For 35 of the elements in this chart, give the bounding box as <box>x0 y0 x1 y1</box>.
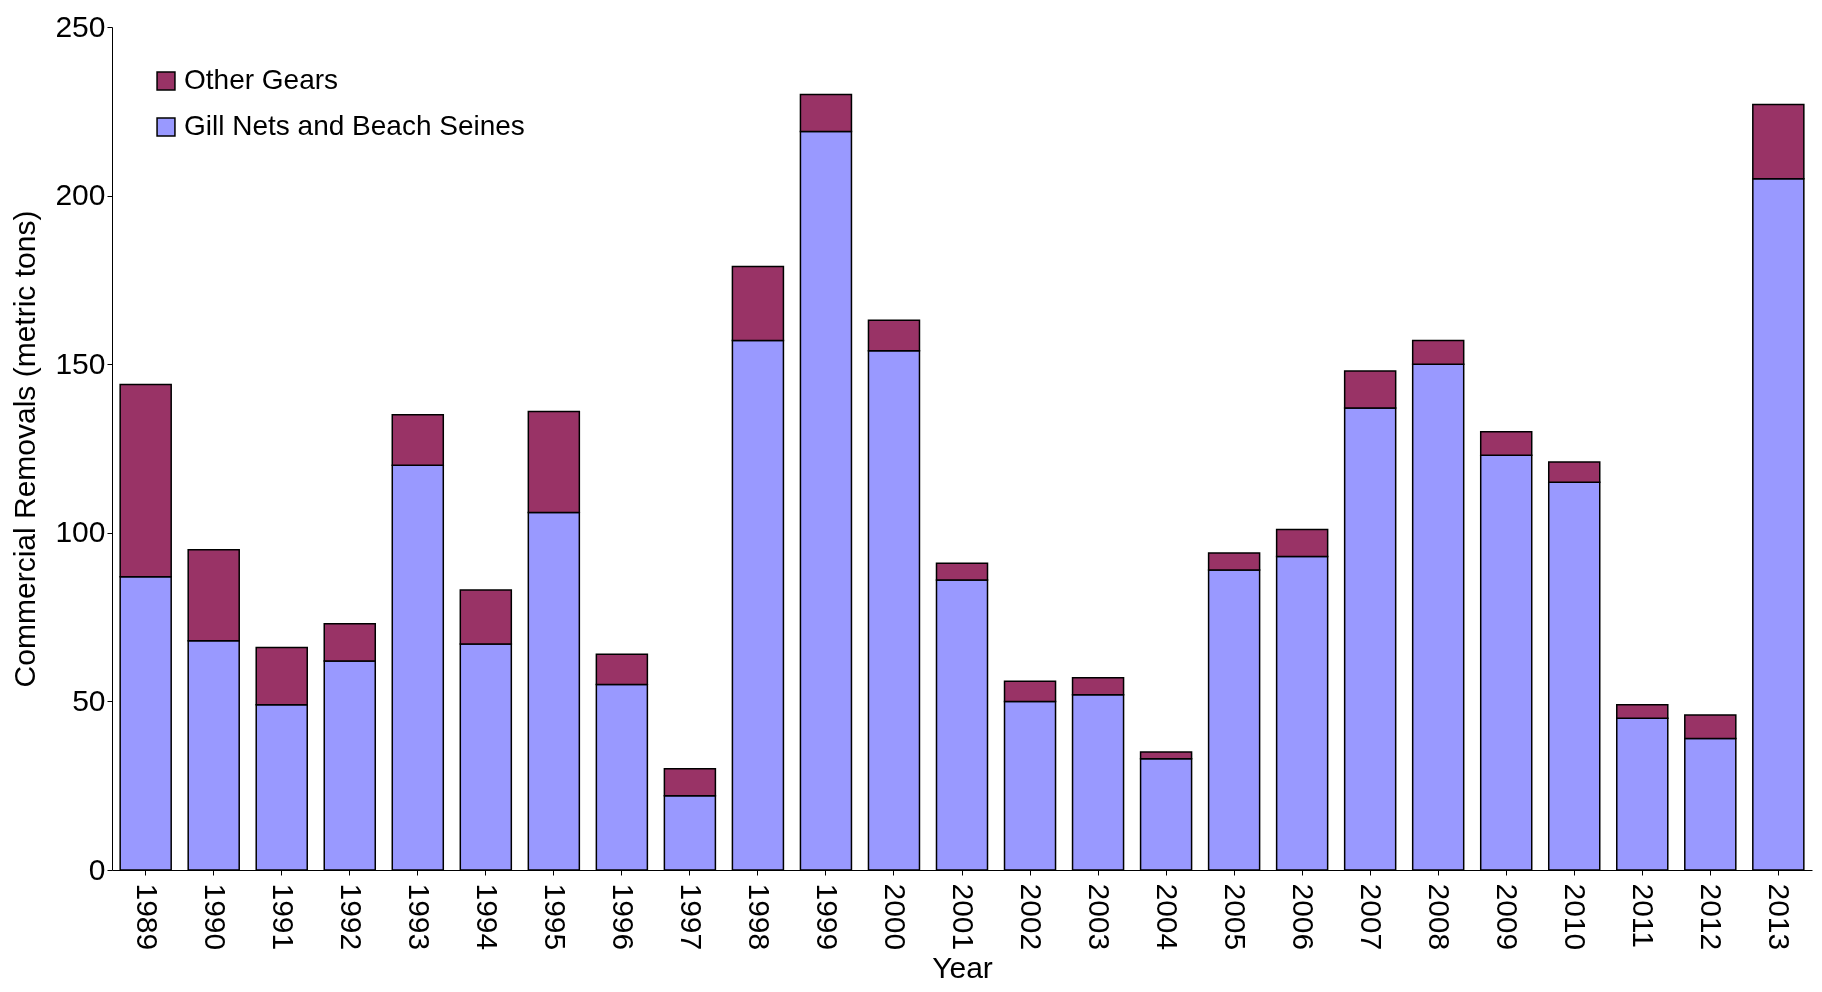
y-tick-label: 0 <box>88 852 106 886</box>
x-tick-label: 2009 <box>1491 883 1525 951</box>
x-tick-label: 1998 <box>742 883 776 951</box>
x-axis-title: Year <box>932 951 993 985</box>
y-tick-label: 200 <box>55 178 106 212</box>
x-tick-label: 2007 <box>1355 883 1389 951</box>
x-tick-label: 1991 <box>266 883 300 951</box>
x-tick-label: 1999 <box>810 883 844 951</box>
y-tick-label: 150 <box>55 346 106 380</box>
x-tick-label: 1990 <box>198 883 232 951</box>
x-tick-label: 2010 <box>1559 883 1593 951</box>
x-tick-label: 1997 <box>674 883 708 951</box>
y-tick-label: 100 <box>55 515 106 549</box>
y-tick-label: 50 <box>72 683 106 717</box>
x-tick-label: 1995 <box>538 883 572 951</box>
x-tick-label: 2013 <box>1763 883 1797 951</box>
x-tick-label: 2006 <box>1287 883 1321 951</box>
legend-label: Gill Nets and Beach Seines <box>184 110 525 141</box>
x-tick-label: 2004 <box>1151 883 1185 951</box>
x-tick-label: 2000 <box>878 883 912 951</box>
y-tick-label: 250 <box>55 9 106 43</box>
x-tick-label: 2002 <box>1015 883 1049 951</box>
y-axis-title: Commercial Removals (metric tons) <box>8 210 42 688</box>
x-tick-label: 1989 <box>130 883 164 951</box>
x-tick-label: 1994 <box>470 883 504 951</box>
x-tick-label: 2001 <box>947 883 980 951</box>
x-tick-label: 1993 <box>402 883 436 951</box>
legend-label: Other Gears <box>184 64 339 95</box>
x-tick-label: 2003 <box>1083 883 1117 951</box>
x-tick-label: 2012 <box>1695 883 1729 951</box>
x-tick-label: 2008 <box>1423 883 1457 951</box>
x-tick-label: 2011 <box>1627 883 1661 949</box>
x-tick-label: 1996 <box>606 883 640 951</box>
x-tick-label: 2005 <box>1219 883 1253 951</box>
x-tick-label: 1992 <box>334 883 368 951</box>
